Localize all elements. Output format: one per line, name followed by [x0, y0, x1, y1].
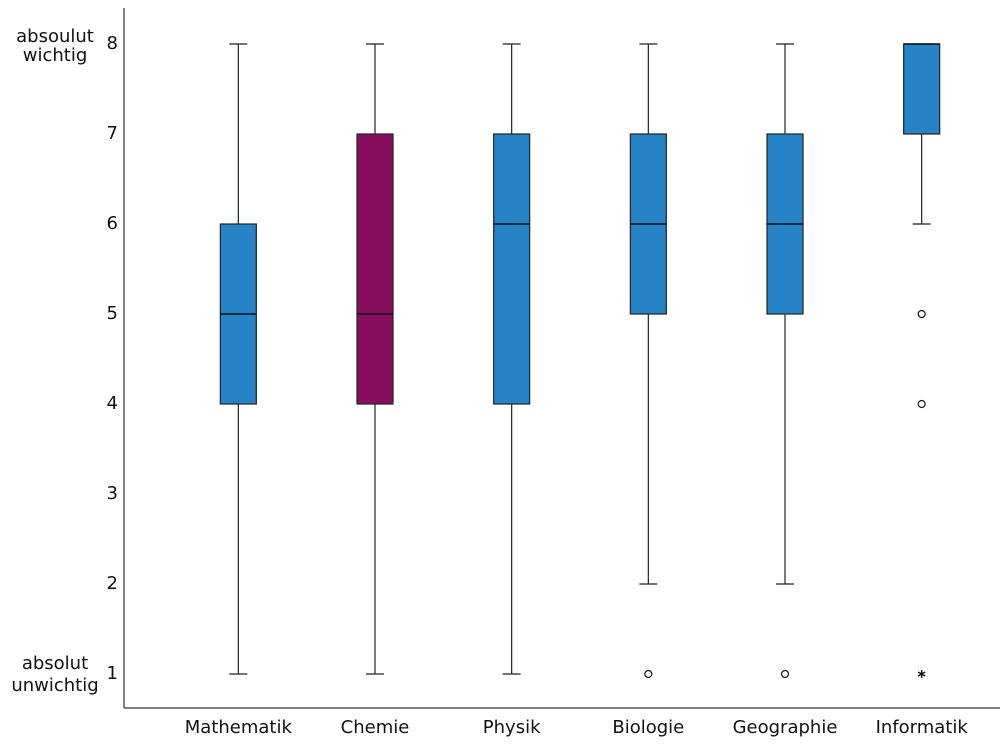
box — [356, 133, 394, 405]
box — [493, 133, 531, 405]
outlier — [780, 669, 790, 679]
y-end-label: absoulut — [16, 26, 94, 47]
x-tick-label: Biologie — [612, 717, 684, 738]
y-tick-label: 5 — [107, 303, 118, 324]
extreme — [917, 670, 926, 678]
y-tick-label: 2 — [107, 573, 118, 594]
y-tick-label: 6 — [107, 213, 118, 234]
y-tick-label: 1 — [107, 663, 118, 684]
outlier — [917, 399, 926, 409]
x-tick-label: Informatik — [876, 717, 969, 738]
y-tick-label: 7 — [107, 123, 118, 144]
y-tick-label: 8 — [107, 33, 118, 54]
y-end-label: wichtig — [23, 45, 88, 66]
outlier — [917, 309, 926, 319]
x-tick-label: Mathematik — [185, 717, 293, 738]
y-tick-label: 4 — [107, 393, 118, 414]
box — [903, 43, 941, 135]
x-tick-label: Chemie — [341, 717, 410, 738]
x-tick-label: Physik — [483, 717, 541, 738]
y-end-label: unwichtig — [11, 675, 98, 696]
y-end-label: absolut — [22, 653, 88, 674]
y-tick-label: 3 — [107, 483, 118, 504]
outlier — [644, 669, 653, 679]
x-tick-label: Geographie — [733, 717, 838, 738]
